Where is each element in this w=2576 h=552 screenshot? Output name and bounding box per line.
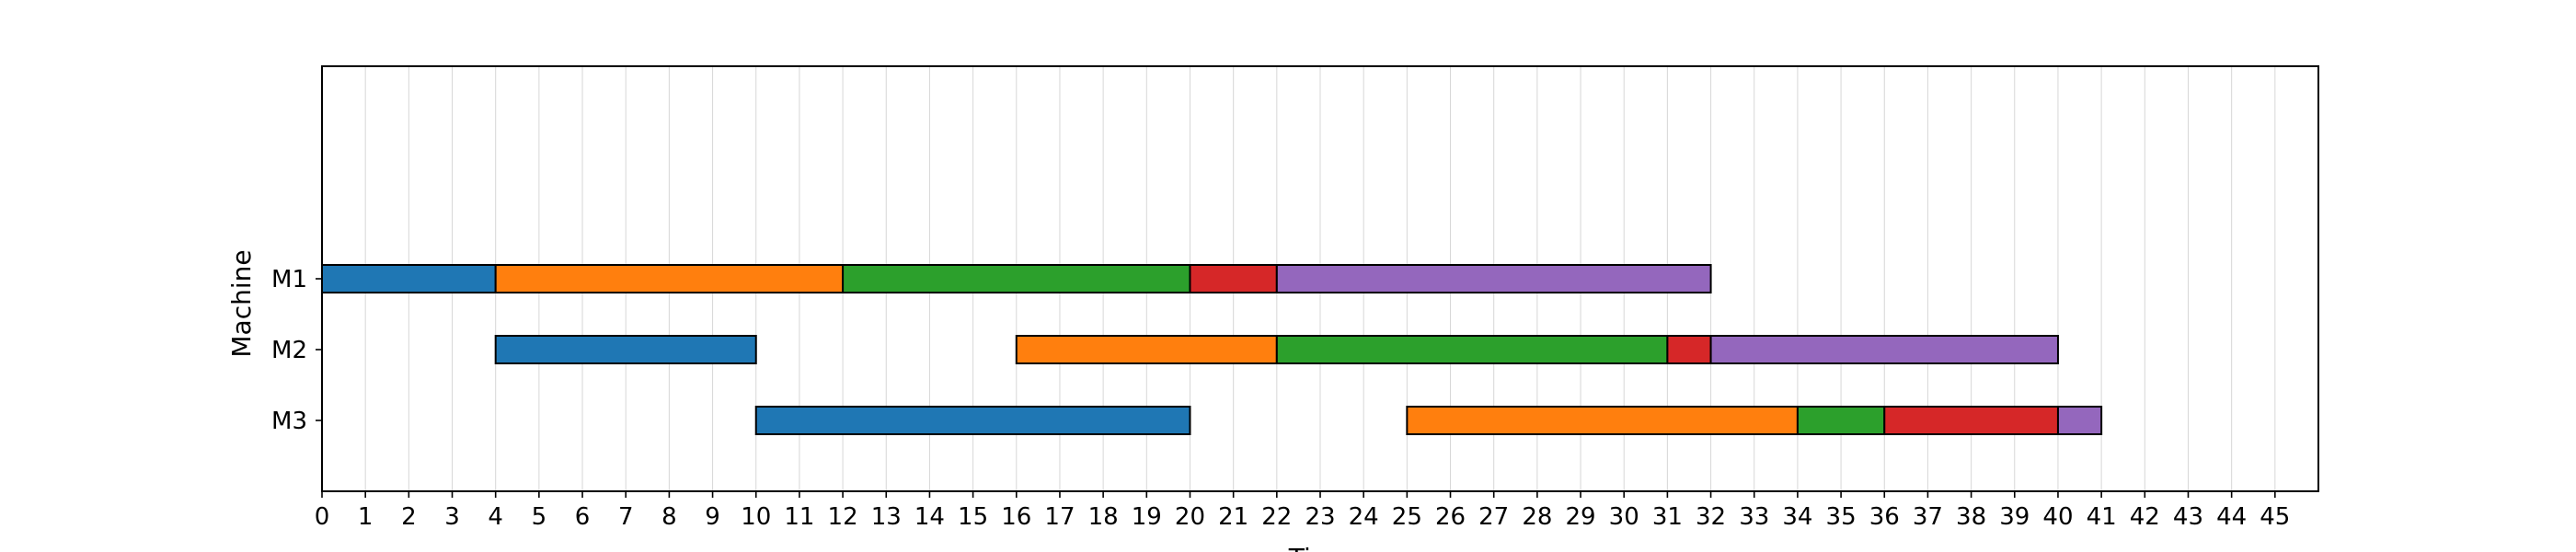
- x-tick-label: 32: [1696, 503, 1726, 531]
- x-tick-label: 2: [401, 503, 417, 531]
- x-tick-label: 45: [2260, 503, 2290, 531]
- x-tick-label: 16: [1001, 503, 1031, 531]
- task-bar: [1883, 406, 2059, 435]
- y-tick-label: M1: [271, 266, 307, 293]
- y-axis-label: Machine: [226, 249, 257, 357]
- task-bar: [1189, 264, 1278, 293]
- task-bar: [1796, 406, 1886, 435]
- x-tick-label: 26: [1435, 503, 1466, 531]
- x-tick-label: 27: [1478, 503, 1509, 531]
- x-tick-label: 8: [661, 503, 677, 531]
- x-tick-label: 42: [2130, 503, 2160, 531]
- x-tick-label: 34: [1782, 503, 1812, 531]
- x-tick-label: 40: [2042, 503, 2073, 531]
- x-tick-label: 29: [1565, 503, 1595, 531]
- task-bar: [1406, 406, 1799, 435]
- x-tick-label: 44: [2216, 503, 2247, 531]
- x-tick-label: 5: [532, 503, 547, 531]
- x-tick-label: 15: [958, 503, 988, 531]
- x-tick-label: 36: [1869, 503, 1900, 531]
- x-tick-label: 25: [1392, 503, 1422, 531]
- x-tick-label: 24: [1349, 503, 1379, 531]
- task-bar: [494, 335, 757, 364]
- x-tick-label: 30: [1609, 503, 1639, 531]
- x-tick-label: 4: [488, 503, 503, 531]
- task-bar: [494, 264, 845, 293]
- y-tick-label: M2: [271, 337, 307, 364]
- x-tick-label: 35: [1826, 503, 1857, 531]
- x-tick-label: 9: [705, 503, 720, 531]
- task-bar: [1275, 264, 1712, 293]
- x-tick-label: 19: [1132, 503, 1162, 531]
- x-tick-label: 13: [871, 503, 902, 531]
- y-tick-label: M3: [271, 408, 307, 435]
- x-tick-label: 43: [2173, 503, 2203, 531]
- task-bar: [842, 264, 1191, 293]
- x-tick-label: 12: [828, 503, 858, 531]
- task-bar: [754, 406, 1191, 435]
- x-tick-label: 10: [741, 503, 771, 531]
- task-bar: [1015, 335, 1278, 364]
- x-tick-label: 0: [315, 503, 330, 531]
- x-tick-label: 41: [2087, 503, 2117, 531]
- x-tick-label: 11: [784, 503, 814, 531]
- task-bar: [1666, 335, 1712, 364]
- x-tick-label: 31: [1652, 503, 1683, 531]
- x-tick-label: 7: [618, 503, 634, 531]
- x-tick-label: 33: [1739, 503, 1769, 531]
- x-tick-label: 17: [1044, 503, 1075, 531]
- x-tick-label: 14: [914, 503, 945, 531]
- x-tick-label: 1: [358, 503, 374, 531]
- x-tick-label: 21: [1218, 503, 1248, 531]
- x-tick-label: 20: [1175, 503, 1205, 531]
- x-tick-label: 22: [1261, 503, 1292, 531]
- x-tick-label: 23: [1305, 503, 1335, 531]
- task-bars: [321, 264, 2103, 435]
- x-tick-label: 18: [1088, 503, 1119, 531]
- x-tick-label: 38: [1956, 503, 1986, 531]
- x-axis-ticks: 0 1 2 3 4 5 6 7 8 9 10 11 12 13 14 15 16 17 18 19 20 21 22 23 24…: [315, 491, 2290, 531]
- x-tick-label: 37: [1913, 503, 1943, 531]
- x-tick-label: 3: [444, 503, 460, 531]
- task-bar: [1275, 335, 1669, 364]
- task-bar: [321, 264, 497, 293]
- x-tick-label: 28: [1522, 503, 1552, 531]
- task-bar: [1709, 335, 2059, 364]
- x-axis-label: Time: [1288, 543, 1352, 552]
- y-axis-ticks: M1 M2 M3: [271, 266, 322, 435]
- x-tick-label: 6: [575, 503, 591, 531]
- task-bar: [2056, 406, 2103, 435]
- x-tick-label: 39: [1999, 503, 2030, 531]
